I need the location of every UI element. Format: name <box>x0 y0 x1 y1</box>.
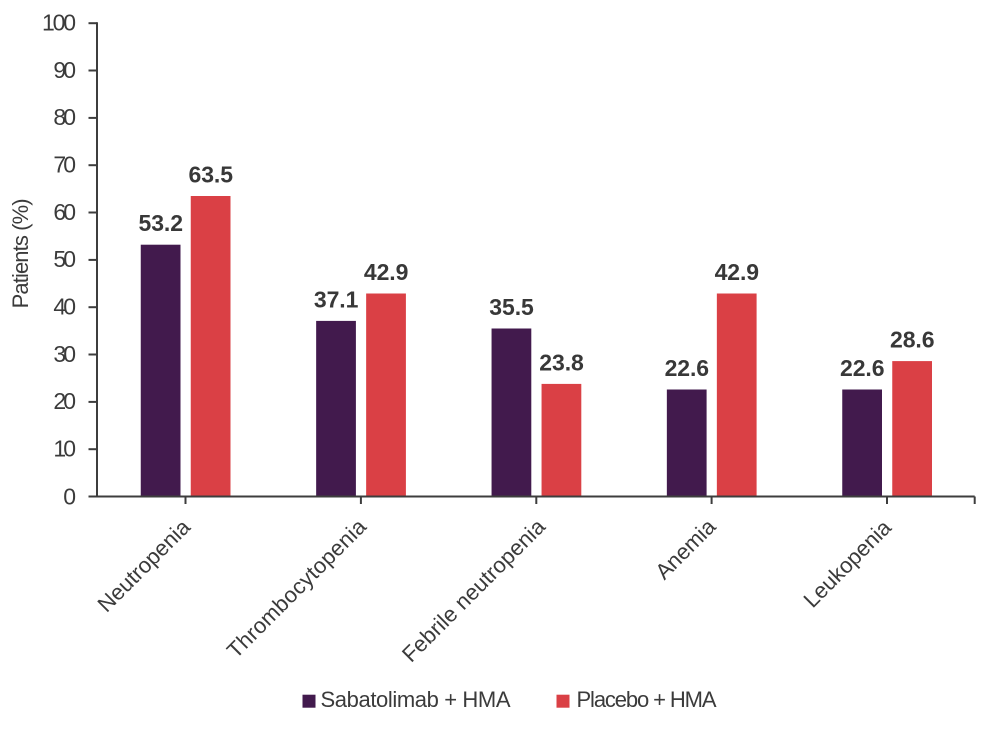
svg-text:50: 50 <box>53 246 76 272</box>
svg-text:60: 60 <box>53 199 76 225</box>
svg-text:42.9: 42.9 <box>715 259 760 285</box>
svg-text:42.9: 42.9 <box>364 259 409 285</box>
svg-text:35.5: 35.5 <box>489 294 534 320</box>
svg-text:90: 90 <box>53 57 76 83</box>
svg-text:Sabatolimab + HMA: Sabatolimab + HMA <box>321 687 511 712</box>
svg-text:37.1: 37.1 <box>314 286 359 312</box>
svg-text:28.6: 28.6 <box>890 327 935 353</box>
svg-text:Placebo + HMA: Placebo + HMA <box>577 687 717 712</box>
svg-text:63.5: 63.5 <box>189 161 234 187</box>
svg-text:30: 30 <box>53 341 76 367</box>
svg-text:Patients (%): Patients (%) <box>8 198 33 308</box>
svg-text:22.6: 22.6 <box>665 355 710 381</box>
svg-text:0: 0 <box>63 483 76 509</box>
svg-text:10: 10 <box>53 436 76 462</box>
svg-text:22.6: 22.6 <box>840 355 885 381</box>
svg-text:70: 70 <box>53 152 76 178</box>
svg-text:53.2: 53.2 <box>139 210 184 236</box>
svg-text:100: 100 <box>42 10 76 36</box>
svg-text:20: 20 <box>53 388 76 414</box>
svg-text:23.8: 23.8 <box>539 349 584 375</box>
svg-text:80: 80 <box>53 104 76 130</box>
svg-text:40: 40 <box>53 294 76 320</box>
